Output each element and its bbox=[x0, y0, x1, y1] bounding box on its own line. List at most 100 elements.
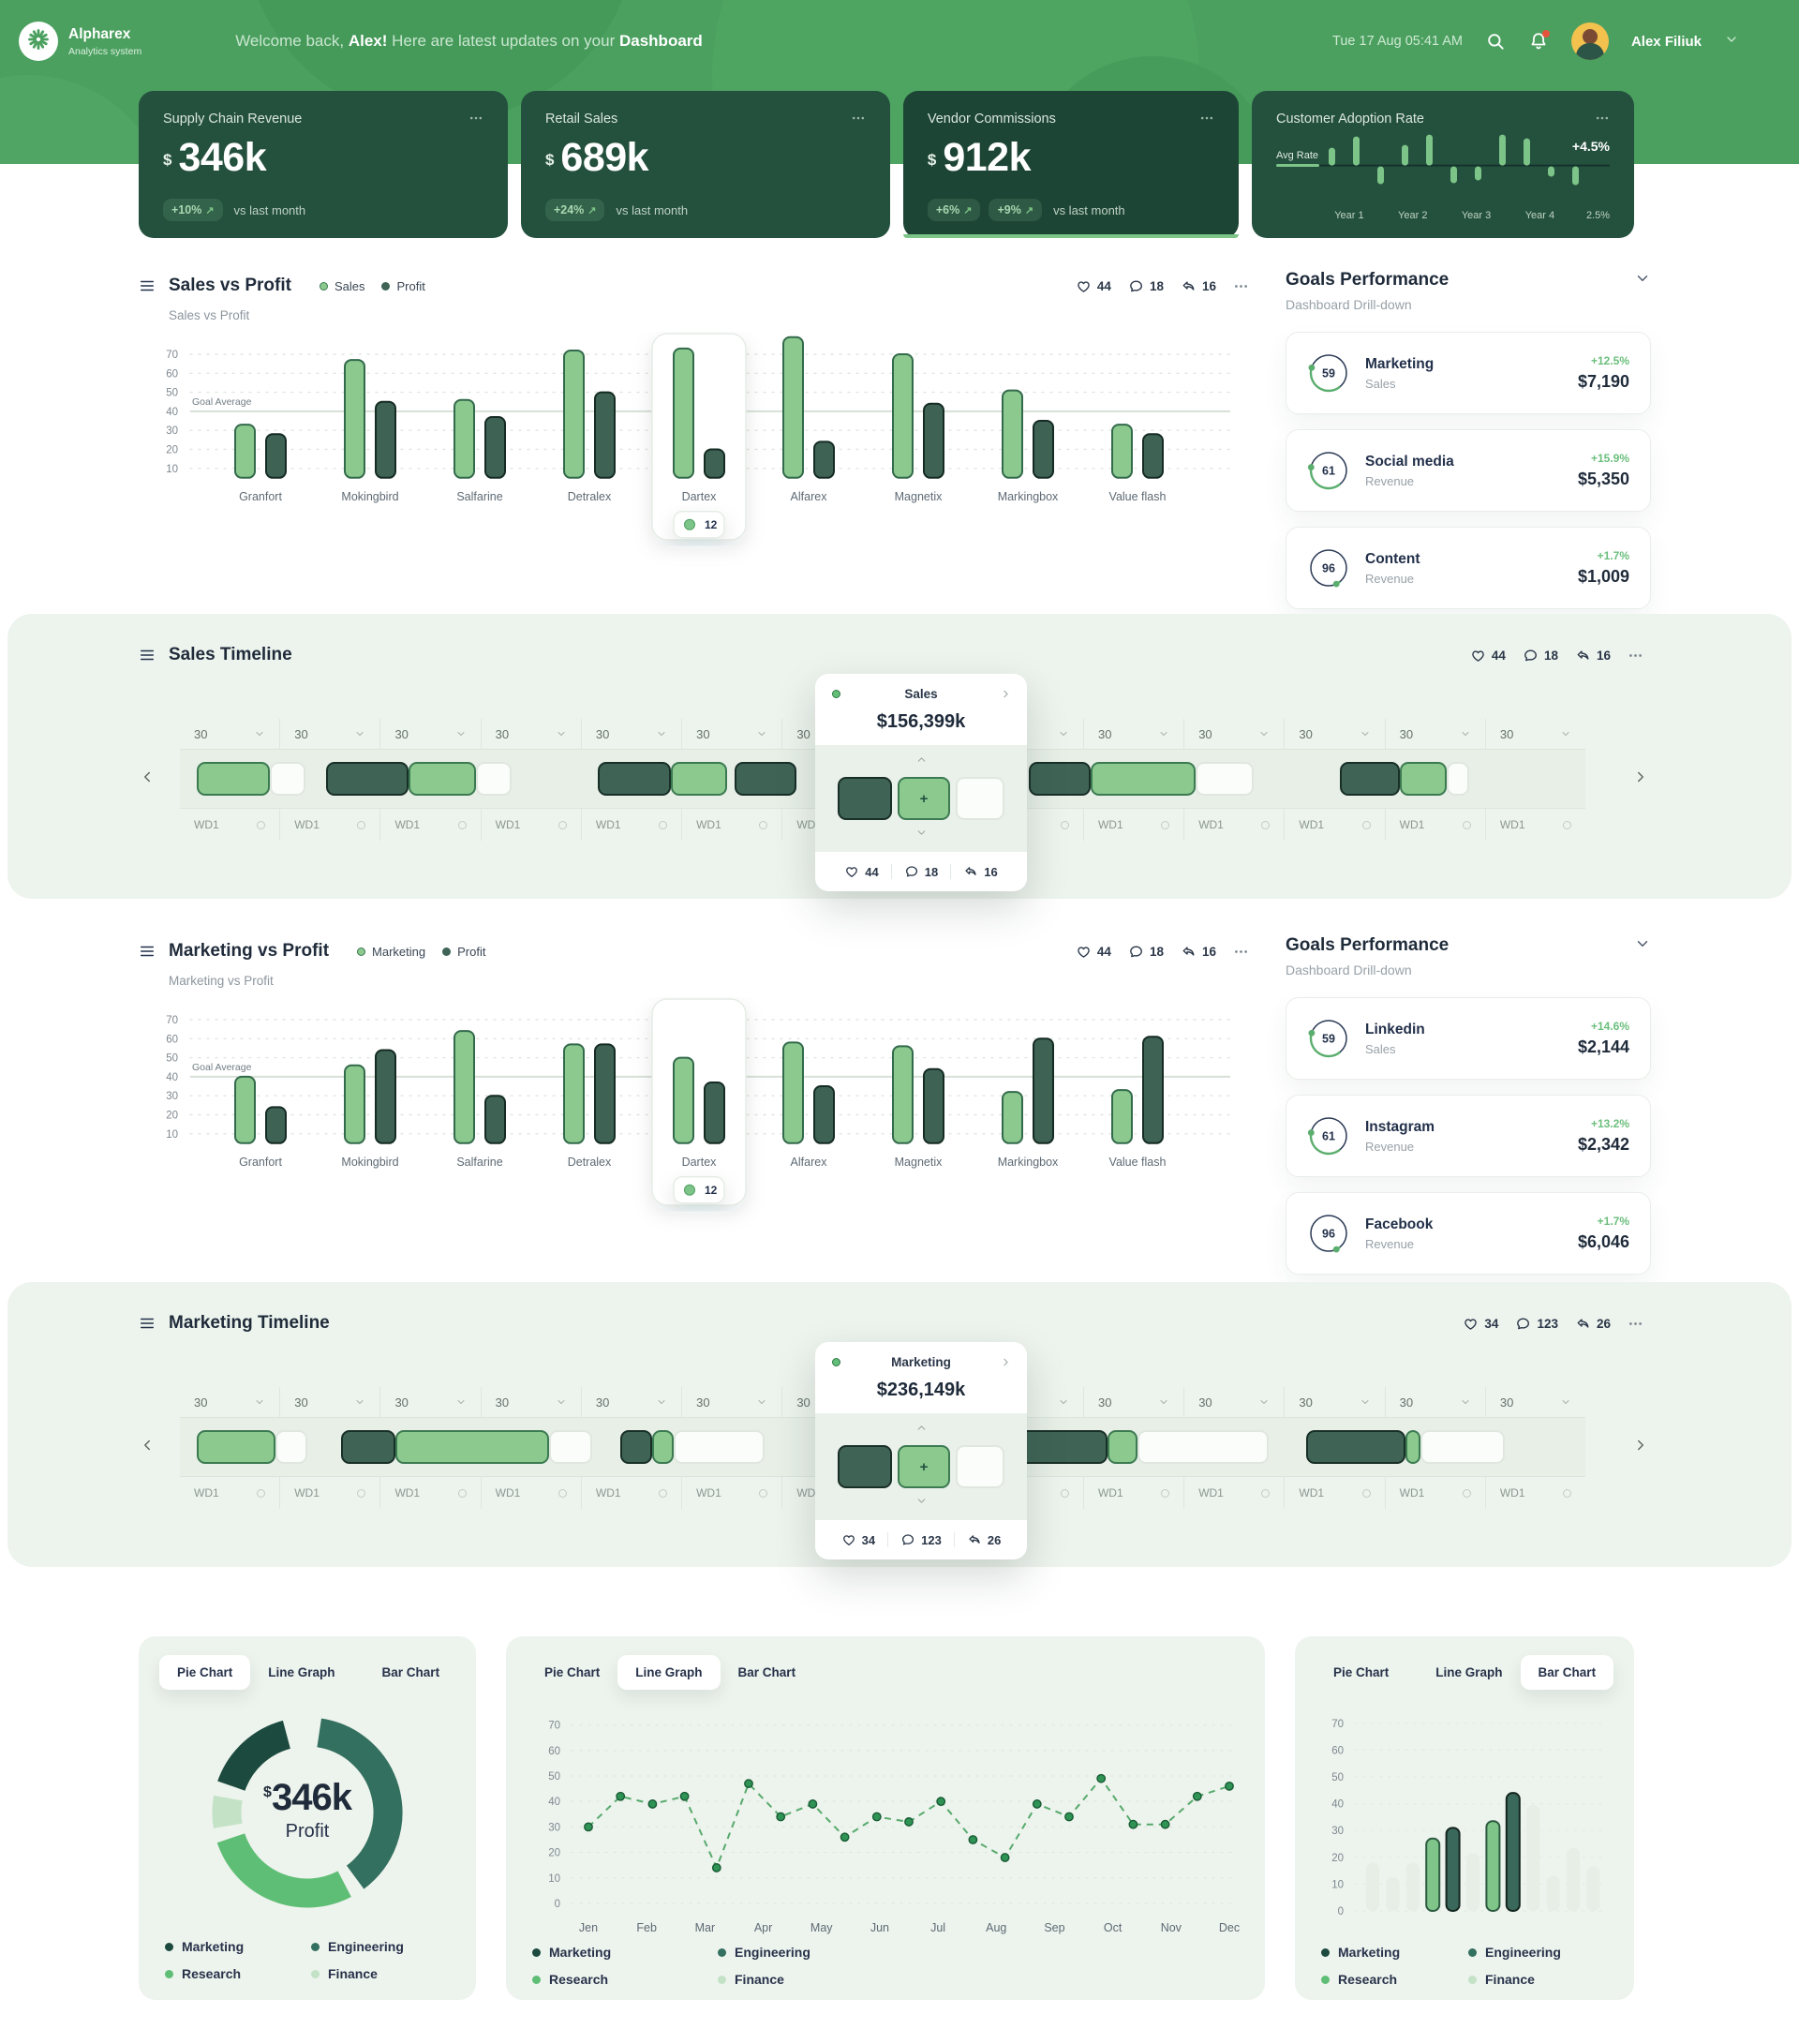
timeline-wd-toggle[interactable] bbox=[1462, 820, 1471, 829]
shares-stat[interactable]: 16 bbox=[1181, 944, 1216, 960]
popup-chevron-down-icon[interactable] bbox=[915, 1495, 928, 1512]
timeline-segment[interactable] bbox=[674, 1430, 765, 1464]
timeline-wd-toggle[interactable] bbox=[558, 820, 567, 829]
timeline-range-select[interactable]: 30 bbox=[580, 1387, 681, 1417]
more-menu-icon[interactable] bbox=[1233, 278, 1249, 294]
timeline-wd-toggle[interactable] bbox=[1361, 1488, 1371, 1498]
timeline-segment[interactable] bbox=[1420, 1430, 1505, 1464]
timeline-range-select[interactable]: 30 bbox=[681, 1387, 781, 1417]
popup-cell-wh[interactable] bbox=[956, 1445, 1004, 1488]
timeline-next-button[interactable] bbox=[1627, 1432, 1655, 1460]
shares-stat[interactable]: 16 bbox=[963, 864, 998, 879]
more-menu-icon[interactable] bbox=[1628, 648, 1643, 664]
shares-stat[interactable]: 16 bbox=[1181, 278, 1216, 294]
timeline-segment[interactable] bbox=[476, 762, 512, 796]
popup-chevron-right-icon[interactable] bbox=[1000, 1356, 1012, 1368]
timeline-wd-toggle[interactable] bbox=[558, 1488, 567, 1498]
section-menu-icon[interactable] bbox=[139, 1315, 156, 1332]
timeline-prev-button[interactable] bbox=[133, 1432, 161, 1460]
timeline-range-select[interactable]: 30 bbox=[1082, 719, 1183, 749]
timeline-range-select[interactable]: 30 bbox=[180, 1387, 279, 1417]
notifications-bell-icon[interactable] bbox=[1528, 30, 1550, 52]
timeline-wd-toggle[interactable] bbox=[257, 1488, 266, 1498]
timeline-segment[interactable] bbox=[197, 1430, 275, 1464]
tab-line-graph[interactable]: Line Graph bbox=[268, 1665, 335, 1679]
tab-bar-chart[interactable]: Bar Chart bbox=[737, 1665, 796, 1679]
timeline-range-select[interactable]: 30 bbox=[1384, 1387, 1485, 1417]
timeline-segment[interactable] bbox=[652, 1430, 674, 1464]
goal-card[interactable]: 59 Marketing Sales +12.5% $7,190 bbox=[1286, 332, 1651, 414]
popup-chevron-right-icon[interactable] bbox=[1000, 688, 1012, 700]
timeline-wd-toggle[interactable] bbox=[1563, 1488, 1572, 1498]
popup-chevron-up-icon[interactable] bbox=[915, 753, 928, 770]
comments-stat[interactable]: 123 bbox=[900, 1532, 942, 1547]
timeline-wd-toggle[interactable] bbox=[357, 1488, 366, 1498]
shares-stat[interactable]: 26 bbox=[1575, 1316, 1611, 1332]
kpi-card[interactable]: Supply Chain Revenue $346k +10% ↗ vs last mo… bbox=[139, 91, 508, 238]
goals-collapse-chevron-down-icon[interactable] bbox=[1634, 935, 1651, 957]
kpi-more-menu-icon[interactable] bbox=[468, 111, 483, 127]
timeline-range-select[interactable]: 30 bbox=[180, 719, 279, 749]
likes-stat[interactable]: 34 bbox=[1463, 1316, 1498, 1332]
timeline-range-select[interactable]: 30 bbox=[580, 719, 681, 749]
comments-stat[interactable]: 18 bbox=[1128, 278, 1164, 294]
goal-card[interactable]: 96 Content Revenue +1.7% $1,009 bbox=[1286, 527, 1651, 609]
timeline-range-select[interactable]: 30 bbox=[279, 1387, 379, 1417]
popup-chevron-up-icon[interactable] bbox=[915, 1422, 928, 1439]
timeline-segment[interactable] bbox=[1340, 762, 1400, 796]
popup-cell-gp[interactable]: + bbox=[898, 1445, 950, 1488]
likes-stat[interactable]: 34 bbox=[841, 1532, 875, 1547]
timeline-range-select[interactable]: 30 bbox=[379, 719, 480, 749]
user-menu-chevron-down-icon[interactable] bbox=[1724, 32, 1739, 52]
likes-stat[interactable]: 44 bbox=[1470, 648, 1506, 664]
kpi-more-menu-icon[interactable] bbox=[851, 111, 866, 127]
timeline-range-select[interactable]: 30 bbox=[1384, 719, 1485, 749]
timeline-wd-toggle[interactable] bbox=[759, 820, 768, 829]
timeline-segment[interactable] bbox=[197, 762, 270, 796]
tab-line-graph[interactable]: Line Graph bbox=[617, 1655, 721, 1690]
timeline-wd-toggle[interactable] bbox=[357, 820, 366, 829]
timeline-segment[interactable] bbox=[620, 1430, 652, 1464]
comments-stat[interactable]: 18 bbox=[1523, 648, 1558, 664]
popup-cell-gp[interactable]: + bbox=[898, 777, 950, 820]
timeline-wd-toggle[interactable] bbox=[1060, 1488, 1069, 1498]
timeline-range-select[interactable]: 30 bbox=[1484, 1387, 1585, 1417]
timeline-segment[interactable] bbox=[270, 762, 305, 796]
comments-stat[interactable]: 18 bbox=[1128, 944, 1164, 960]
timeline-wd-toggle[interactable] bbox=[1161, 1488, 1170, 1498]
timeline-wd-toggle[interactable] bbox=[457, 1488, 467, 1498]
timeline-segment[interactable] bbox=[1306, 1430, 1405, 1464]
tab-line-graph[interactable]: Line Graph bbox=[1435, 1665, 1503, 1679]
timeline-wd-toggle[interactable] bbox=[1563, 820, 1572, 829]
kpi-card[interactable]: Vendor Commissions $912k +6% ↗ +9% ↗ vs last m… bbox=[902, 91, 1240, 238]
timeline-segment[interactable] bbox=[409, 762, 476, 796]
adoption-rate-card[interactable]: Customer Adoption Rate Avg Rate +4.5% Year … bbox=[1252, 91, 1634, 238]
goal-card[interactable]: 59 Linkedin Sales +14.6% $2,144 bbox=[1286, 997, 1651, 1080]
user-avatar[interactable] bbox=[1570, 22, 1609, 60]
timeline-segment[interactable] bbox=[1108, 1430, 1137, 1464]
tab-pie-chart[interactable]: Pie Chart bbox=[544, 1665, 601, 1679]
timeline-next-button[interactable] bbox=[1627, 764, 1655, 792]
search-icon[interactable] bbox=[1485, 31, 1506, 52]
likes-stat[interactable]: 44 bbox=[844, 864, 879, 879]
goal-card[interactable]: 96 Facebook Revenue +1.7% $6,046 bbox=[1286, 1192, 1651, 1275]
popup-cell-d[interactable] bbox=[838, 777, 892, 820]
timeline-segment[interactable] bbox=[1405, 1430, 1420, 1464]
timeline-segment[interactable] bbox=[341, 1430, 395, 1464]
goal-card[interactable]: 61 Social media Revenue +15.9% $5,350 bbox=[1286, 429, 1651, 512]
timeline-wd-toggle[interactable] bbox=[1261, 820, 1271, 829]
timeline-segment[interactable] bbox=[1091, 762, 1196, 796]
popup-chevron-down-icon[interactable] bbox=[915, 827, 928, 843]
timeline-segment[interactable] bbox=[1447, 762, 1469, 796]
timeline-range-select[interactable]: 30 bbox=[681, 719, 781, 749]
timeline-range-select[interactable]: 30 bbox=[1284, 1387, 1384, 1417]
kpi-more-menu-icon[interactable] bbox=[1199, 111, 1214, 127]
section-menu-icon[interactable] bbox=[139, 943, 156, 960]
tab-pie-chart[interactable]: Pie Chart bbox=[159, 1655, 251, 1690]
timeline-segment[interactable] bbox=[671, 762, 727, 796]
timeline-wd-toggle[interactable] bbox=[1060, 820, 1069, 829]
timeline-range-select[interactable]: 30 bbox=[480, 719, 581, 749]
comments-stat[interactable]: 123 bbox=[1515, 1316, 1558, 1332]
more-menu-icon[interactable] bbox=[1628, 1316, 1643, 1332]
goals-collapse-chevron-down-icon[interactable] bbox=[1634, 270, 1651, 291]
